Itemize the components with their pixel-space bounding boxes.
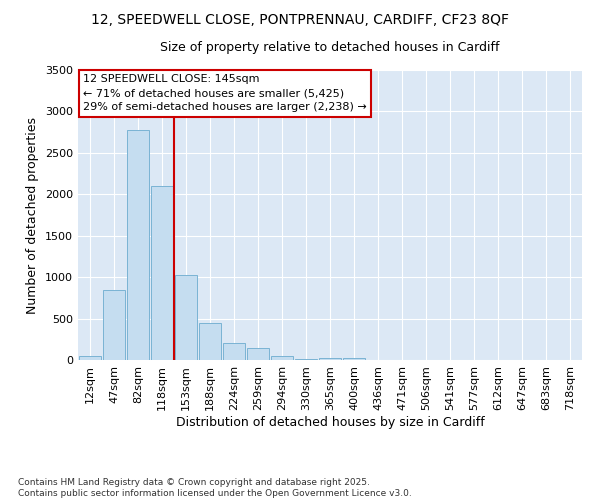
Bar: [223, 344, 245, 360]
Bar: [271, 356, 293, 360]
Text: 12, SPEEDWELL CLOSE, PONTPRENNAU, CARDIFF, CF23 8QF: 12, SPEEDWELL CLOSE, PONTPRENNAU, CARDIF…: [91, 12, 509, 26]
Text: Contains HM Land Registry data © Crown copyright and database right 2025.
Contai: Contains HM Land Registry data © Crown c…: [18, 478, 412, 498]
Bar: [151, 186, 173, 360]
Bar: [199, 322, 221, 360]
Bar: [103, 290, 125, 360]
Bar: [295, 359, 317, 360]
Title: Size of property relative to detached houses in Cardiff: Size of property relative to detached ho…: [160, 40, 500, 54]
Bar: [247, 348, 269, 360]
Bar: [319, 358, 341, 360]
Bar: [79, 356, 101, 360]
Y-axis label: Number of detached properties: Number of detached properties: [26, 116, 40, 314]
X-axis label: Distribution of detached houses by size in Cardiff: Distribution of detached houses by size …: [176, 416, 484, 428]
Text: 12 SPEEDWELL CLOSE: 145sqm
← 71% of detached houses are smaller (5,425)
29% of s: 12 SPEEDWELL CLOSE: 145sqm ← 71% of deta…: [83, 74, 367, 112]
Bar: [127, 130, 149, 360]
Bar: [343, 358, 365, 360]
Bar: [175, 274, 197, 360]
